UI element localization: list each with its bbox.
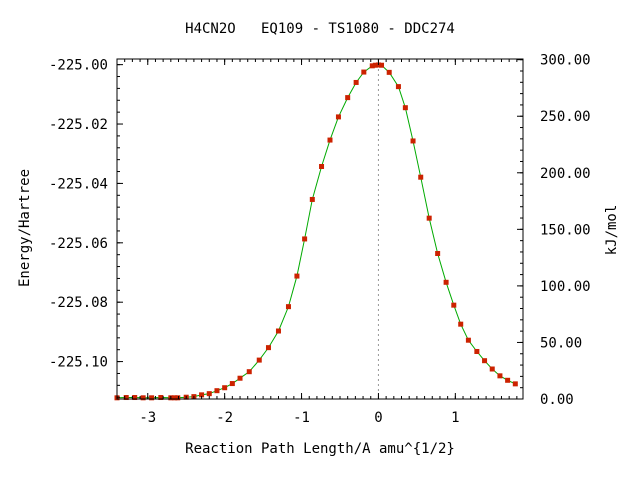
- x-tick-label: 1: [451, 410, 459, 426]
- y-tick-label: -225.10: [49, 355, 108, 371]
- y-tick-label: -225.04: [49, 176, 108, 192]
- data-point: [443, 279, 449, 285]
- data-point: [319, 163, 325, 169]
- data-point: [237, 375, 243, 381]
- y-tick-label: -225.08: [49, 295, 108, 311]
- plot-area: [114, 59, 518, 401]
- x-tick-label: 0: [374, 410, 382, 426]
- data-point: [369, 63, 375, 69]
- data-point: [199, 392, 205, 398]
- data-points: [114, 62, 518, 401]
- data-point: [497, 373, 503, 379]
- data-point: [512, 381, 518, 387]
- data-point: [256, 357, 262, 363]
- y2-axis-ticks: 300.00 250.00 200.00 150.00 100.00 50.00 0.00: [517, 53, 591, 408]
- data-point: [222, 385, 228, 391]
- y2-tick-label: 150.00: [540, 222, 591, 238]
- data-point: [229, 381, 235, 387]
- y-axis-label: Energy/Hartree: [17, 169, 33, 287]
- data-point: [327, 137, 333, 143]
- chart-title: H4CN2O EQ109 - TS1080 - DDC274: [185, 21, 455, 37]
- data-point: [294, 273, 300, 279]
- data-point: [149, 395, 155, 401]
- data-point: [335, 114, 341, 120]
- data-point: [379, 62, 385, 68]
- data-point: [309, 196, 315, 202]
- data-point: [435, 250, 441, 256]
- data-point: [361, 69, 367, 75]
- data-point: [172, 395, 178, 401]
- data-point: [505, 377, 511, 383]
- y2-tick-label: 0.00: [540, 392, 574, 408]
- data-point: [451, 302, 457, 308]
- x-tick-label: -3: [139, 410, 156, 426]
- data-point: [206, 391, 212, 397]
- data-point: [482, 358, 488, 364]
- data-point: [353, 79, 359, 85]
- plot-frame: [116, 58, 524, 400]
- data-point: [386, 69, 392, 75]
- data-point: [372, 62, 378, 68]
- y2-tick-label: 250.00: [540, 109, 591, 125]
- x-axis-label: Reaction Path Length/A amu^{1/2}: [185, 441, 455, 457]
- x-tick-label: -2: [216, 410, 233, 426]
- y2-tick-label: 200.00: [540, 166, 591, 182]
- y-tick-label: -225.06: [49, 236, 108, 252]
- y-tick-label: -225.02: [49, 117, 108, 133]
- data-point: [402, 105, 408, 111]
- y2-tick-label: 100.00: [540, 279, 591, 295]
- data-point: [132, 395, 138, 401]
- data-point: [123, 395, 129, 401]
- data-point: [302, 236, 308, 242]
- data-point: [489, 366, 495, 372]
- data-point: [265, 345, 271, 351]
- data-point: [275, 328, 281, 334]
- data-point: [140, 395, 146, 401]
- data-point: [465, 337, 471, 343]
- data-point: [474, 348, 480, 354]
- data-point: [214, 388, 220, 394]
- energy-curve: [116, 64, 516, 399]
- x-tick-label: -1: [293, 410, 310, 426]
- data-point: [246, 369, 252, 375]
- data-point: [285, 304, 291, 310]
- data-point: [426, 215, 432, 221]
- data-point: [175, 395, 181, 401]
- x-axis-ticks: -3 -2 -1 0 1: [116, 59, 518, 426]
- data-point: [458, 321, 464, 327]
- data-point: [158, 395, 164, 401]
- data-point: [345, 95, 351, 101]
- data-point: [410, 138, 416, 144]
- y-tick-label: -225.00: [49, 58, 108, 74]
- y-axis-ticks: -225.00 -225.02 -225.04 -225.06 -225.08 -225.…: [49, 58, 123, 398]
- data-point: [395, 84, 401, 90]
- y2-axis-label: kJ/mol: [604, 205, 620, 256]
- y2-tick-label: 50.00: [540, 335, 582, 351]
- y2-tick-label: 300.00: [540, 53, 591, 69]
- data-point: [418, 174, 424, 180]
